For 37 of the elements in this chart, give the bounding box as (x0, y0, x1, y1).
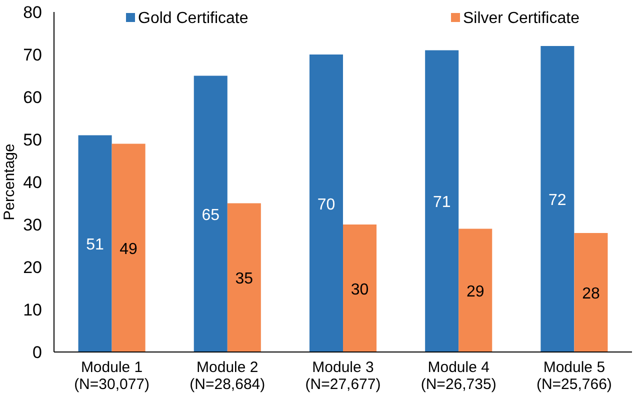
bar (458, 228, 492, 352)
bar (112, 144, 146, 352)
data-label: 71 (432, 194, 451, 212)
x-tick-label: Module 5 (N=25,766) (536, 359, 612, 393)
data-label: 30 (350, 281, 369, 298)
data-label: 28 (582, 286, 600, 302)
bar (574, 233, 608, 352)
bar (194, 76, 228, 352)
legend-label: Gold Certificate (138, 10, 248, 27)
y-tick-label: 40 (23, 173, 42, 192)
legend-label: Silver Certificate (463, 10, 580, 27)
bar (227, 203, 261, 352)
bar (78, 135, 112, 352)
y-tick-label: 60 (23, 88, 42, 107)
x-tick-label: Module 1 (N=30,077) (74, 359, 150, 393)
bar (540, 46, 574, 352)
data-label: 51 (86, 236, 104, 254)
data-label: 35 (235, 270, 254, 288)
data-label: 70 (317, 196, 336, 214)
data-label: 65 (202, 206, 220, 224)
y-tick-label: 30 (23, 216, 42, 234)
data-label: 29 (466, 283, 484, 300)
y-tick-label: 50 (23, 130, 42, 150)
bar (425, 50, 459, 352)
y-tick-label: 0 (32, 343, 42, 362)
data-label: 49 (120, 240, 138, 258)
x-tick-label: Module 3 (N=27,677) (305, 359, 381, 393)
y-tick-label: 20 (23, 258, 42, 277)
x-tick-label: Module 4 (N=26,735) (420, 359, 496, 393)
y-tick-label: 10 (23, 300, 42, 320)
data-label: 72 (548, 192, 566, 209)
bar (309, 54, 343, 352)
y-axis-title: Percentage (1, 144, 18, 220)
y-tick-label: 80 (23, 3, 42, 22)
bar (343, 224, 377, 352)
x-tick-label: Module 2 (N=28,684) (190, 359, 266, 393)
y-tick-label: 70 (23, 46, 42, 64)
